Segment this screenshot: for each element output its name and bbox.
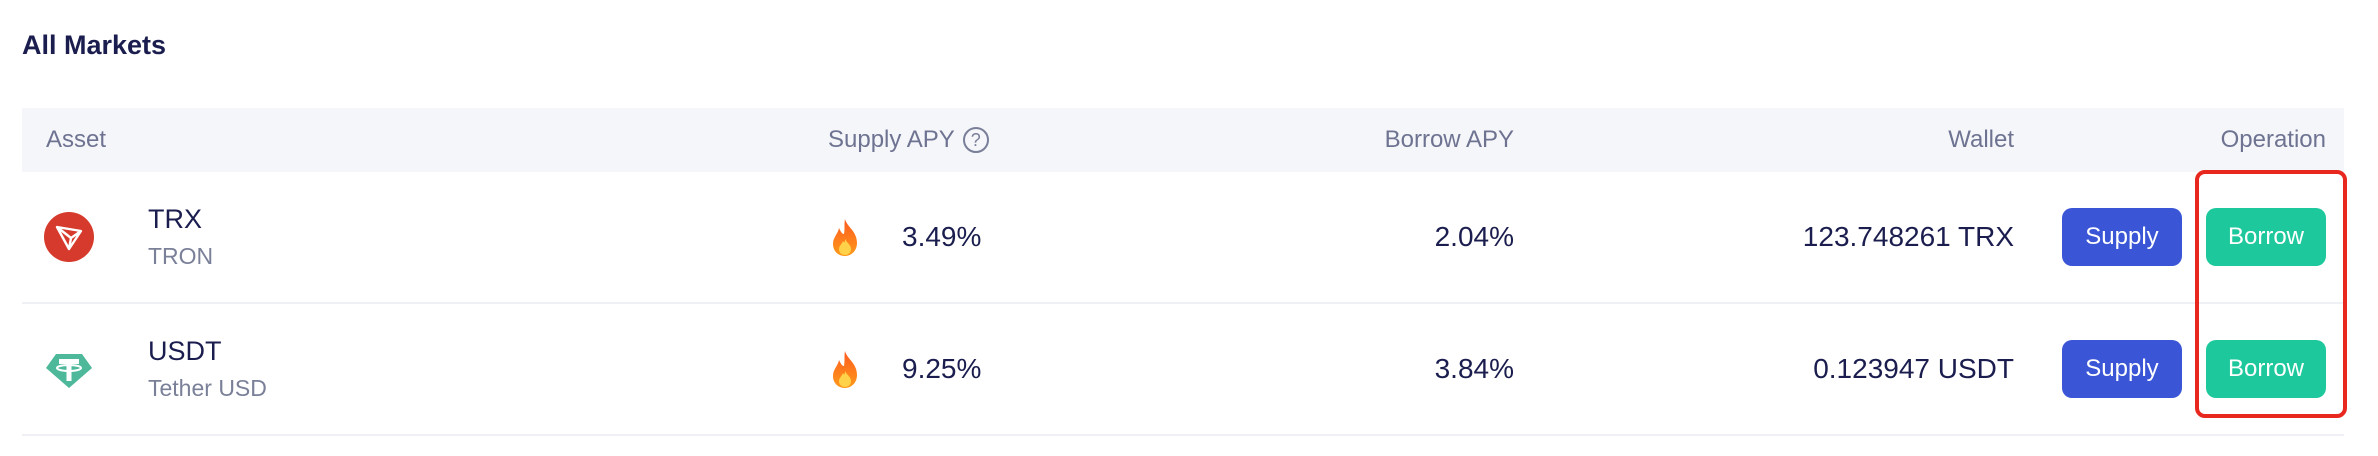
operation-cell: Supply Borrow xyxy=(2062,172,2326,302)
wallet-balance: 123.748261 TRX xyxy=(1802,221,2014,252)
wallet-balance: 0.123947 USDT xyxy=(1813,353,2014,384)
header-supply-apy: Supply APY ? xyxy=(828,108,989,172)
borrow-apy-value: 2.04% xyxy=(1434,221,1514,252)
table-header: Asset Supply APY ? Borrow APY Wallet Ope… xyxy=(22,108,2344,172)
header-borrow-apy: Borrow APY xyxy=(1384,126,1514,153)
borrow-button[interactable]: Borrow xyxy=(2206,208,2326,266)
supply-apy-cell: 9.25% xyxy=(828,304,981,434)
supply-apy-value: 3.49% xyxy=(902,221,982,252)
markets-table: Asset Supply APY ? Borrow APY Wallet Ope… xyxy=(22,108,2344,436)
supply-apy-cell: 3.49% xyxy=(828,172,981,302)
operation-cell: Supply Borrow xyxy=(2062,304,2326,434)
asset-name: Tether USD xyxy=(148,375,267,401)
flame-icon xyxy=(833,219,857,256)
asset-cell: TRX TRON xyxy=(44,172,213,302)
header-wallet: Wallet xyxy=(1948,126,2014,153)
asset-symbol: TRX xyxy=(148,204,202,234)
asset-symbol: USDT xyxy=(148,336,222,366)
supply-apy-value: 9.25% xyxy=(902,353,982,384)
borrow-button[interactable]: Borrow xyxy=(2206,340,2326,398)
help-icon[interactable]: ? xyxy=(962,127,989,153)
flame-icon xyxy=(833,351,857,388)
table-row: USDT Tether USD 9.25% 3.84% 0.123947 USD… xyxy=(22,304,2344,436)
tether-icon xyxy=(44,344,94,394)
asset-cell: USDT Tether USD xyxy=(44,304,267,434)
borrow-apy-value: 3.84% xyxy=(1434,353,1514,384)
page-title: All Markets xyxy=(22,30,167,60)
supply-button[interactable]: Supply xyxy=(2062,208,2182,266)
tron-icon xyxy=(44,212,94,262)
table-row: TRX TRON 3.49% 2.04% 123.748261 TRX Supp… xyxy=(22,172,2344,304)
asset-name: TRON xyxy=(148,243,214,269)
header-supply-apy-label: Supply APY xyxy=(828,126,955,153)
supply-button[interactable]: Supply xyxy=(2062,340,2182,398)
header-asset: Asset xyxy=(46,126,107,153)
header-operation: Operation xyxy=(2220,126,2326,153)
